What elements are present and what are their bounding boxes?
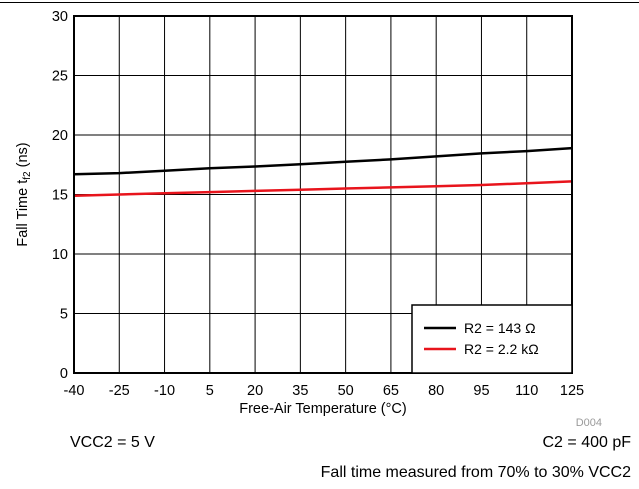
plot-frame	[73, 15, 573, 374]
x-tick-label: 5	[206, 383, 214, 399]
x-tick-label: -10	[154, 383, 175, 399]
series-line-r2-2k2-ohm	[73, 180, 573, 197]
x-tick-label: 20	[247, 383, 263, 399]
y-tick-label: 20	[52, 128, 68, 144]
y-tick-label: 5	[60, 307, 68, 323]
series-line-r2-143-ohm	[73, 146, 573, 176]
x-tick-label: 110	[515, 383, 538, 399]
y-tick-label: 25	[52, 69, 68, 85]
y-axis-title: Fall Time tf2 (ns)	[15, 142, 33, 246]
x-tick-label: 95	[473, 383, 489, 399]
x-tick-labels: -40 -25 -10 5 20 35 50 65 80 95 110 125	[64, 383, 585, 399]
series-lines	[73, 146, 573, 197]
y-tick-label: 30	[52, 9, 68, 25]
y-tick-label: 10	[52, 247, 68, 263]
figure-id: D004	[576, 417, 602, 429]
y-tick-label: 15	[52, 188, 68, 204]
y-tick-label: 0	[60, 366, 68, 382]
legend-box	[411, 304, 573, 374]
x-tick-label: -25	[109, 383, 130, 399]
c2-note: C2 = 400 pF	[542, 434, 632, 451]
legend: R2 = 143 Ω R2 = 2.2 kΩ	[411, 304, 573, 374]
x-axis-title: Free-Air Temperature (°C)	[239, 401, 407, 417]
fall-time-chart: 0 5 10 15 20 25 30 -40 -25 -10 5 20 35 50 65 80 95 110 12…	[15, 9, 602, 429]
vcc2-note: VCC2 = 5 V	[70, 434, 155, 451]
x-tick-label: 80	[428, 383, 444, 399]
x-tick-label: -40	[64, 383, 85, 399]
y-axis-title-suffix: (ns)	[15, 142, 31, 171]
x-tick-label: 35	[292, 383, 308, 399]
fall-time-note: Fall time measured from 70% to 30% VCC2	[320, 464, 631, 481]
legend-label: R2 = 2.2 kΩ	[464, 341, 539, 357]
x-tick-label: 125	[560, 383, 584, 399]
x-tick-label: 50	[338, 383, 354, 399]
legend-label: R2 = 143 Ω	[464, 320, 536, 336]
y-tick-labels: 0 5 10 15 20 25 30	[52, 9, 68, 382]
y-axis-title-subscript: f2	[22, 171, 33, 180]
y-axis-title-prefix: Fall Time t	[15, 180, 31, 247]
x-tick-label: 65	[383, 383, 399, 399]
top-rule	[0, 2, 639, 3]
